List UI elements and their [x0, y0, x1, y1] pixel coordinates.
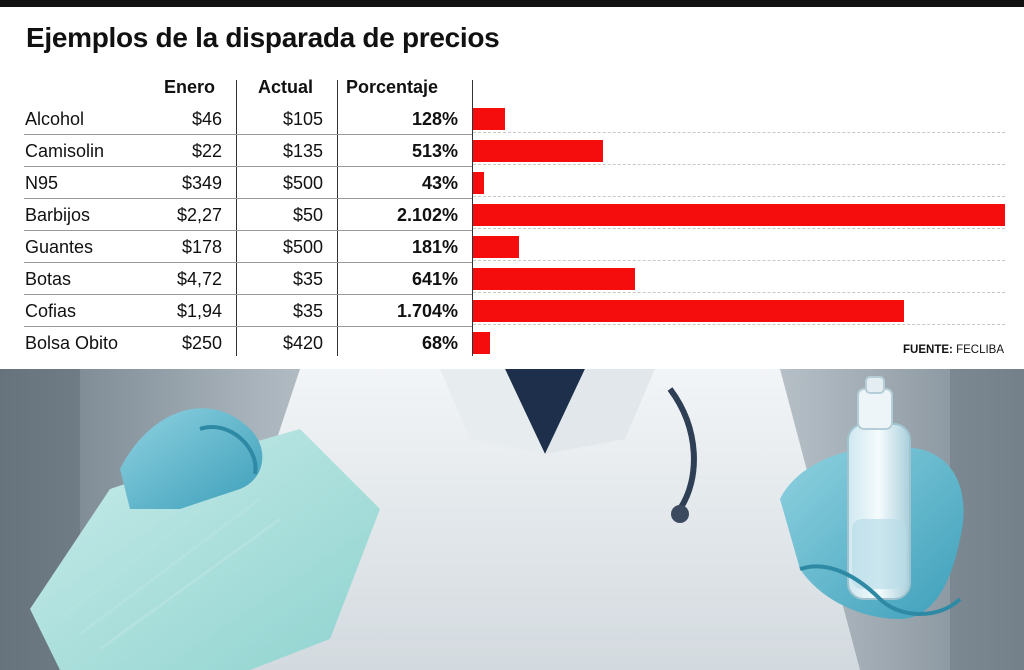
row-enero-price: $178: [181, 237, 222, 257]
row-gridline: [473, 228, 1005, 229]
row-actual-price: $500: [282, 173, 323, 193]
column-header-porcentaje: Porcentaje: [346, 77, 439, 97]
chart-title: Ejemplos de la disparada de precios: [26, 22, 500, 53]
row-gridline: [473, 292, 1005, 293]
row-percentage: 43%: [421, 173, 458, 193]
row-enero-price: $1,94: [176, 301, 222, 321]
row-actual-price: $420: [282, 333, 323, 353]
column-header-actual: Actual: [258, 77, 314, 97]
left-gloved-hand-icon: [120, 408, 263, 509]
bar-axis-line: [472, 80, 473, 356]
row-percentage: 1.704%: [396, 301, 458, 321]
row-divider: [24, 198, 472, 199]
source-note: FUENTE: FECLIBA: [903, 344, 1004, 356]
row-percentage: 68%: [421, 333, 458, 353]
row-name: N95: [25, 173, 59, 193]
column-divider: [337, 80, 338, 356]
scrubs-collar: [505, 369, 585, 454]
row-enero-price: $2,27: [176, 205, 222, 225]
source-value: FECLIBA: [956, 344, 1004, 356]
row-divider: [24, 262, 472, 263]
row-actual-price: $500: [282, 237, 323, 257]
bar-alcohol: [473, 108, 505, 130]
column-divider: [236, 80, 237, 356]
row-name: Botas: [25, 269, 72, 289]
row-percentage: 128%: [411, 109, 458, 129]
row-name: Guantes: [25, 237, 94, 257]
row-name: Barbijos: [25, 205, 91, 225]
bar-camisolin: [473, 140, 603, 162]
bar-guantes: [473, 236, 519, 258]
row-gridline: [473, 132, 1005, 133]
row-actual-price: $50: [292, 205, 323, 225]
row-divider: [24, 134, 472, 135]
row-gridline: [473, 164, 1005, 165]
row-enero-price: $4,72: [176, 269, 222, 289]
row-percentage: 2.102%: [396, 205, 458, 225]
row-gridline: [473, 260, 1005, 261]
bar-bolsa-obito: [473, 332, 490, 354]
row-divider: [24, 166, 472, 167]
row-name: Camisolin: [25, 141, 105, 161]
source-label: FUENTE:: [903, 344, 953, 356]
surgical-mask-icon: [30, 429, 380, 670]
photo-doctor-with-mask-and-sanitizer: [0, 369, 1024, 670]
row-percentage: 513%: [411, 141, 458, 161]
row-name: Cofias: [25, 301, 77, 321]
bar-botas: [473, 268, 635, 290]
row-actual-price: $35: [292, 301, 323, 321]
bar-n95: [473, 172, 484, 194]
row-enero-price: $22: [191, 141, 222, 161]
bar-cofias: [473, 300, 904, 322]
row-actual-price: $105: [282, 109, 323, 129]
row-enero-price: $250: [181, 333, 222, 353]
row-percentage: 181%: [411, 237, 458, 257]
top-bar: [0, 0, 1024, 7]
photo-illustration: [0, 369, 1024, 670]
column-header-enero: Enero: [164, 77, 216, 97]
row-gridline: [473, 196, 1005, 197]
row-gridline: [473, 324, 1005, 325]
row-divider: [24, 230, 472, 231]
row-name: Alcohol: [25, 109, 85, 129]
row-percentage: 641%: [411, 269, 458, 289]
row-divider: [24, 294, 472, 295]
row-name: Bolsa Obito: [25, 333, 119, 353]
row-actual-price: $135: [282, 141, 323, 161]
row-enero-price: $349: [181, 173, 222, 193]
row-divider: [24, 326, 472, 327]
bar-barbijos: [473, 204, 1005, 226]
row-enero-price: $46: [191, 109, 222, 129]
row-actual-price: $35: [292, 269, 323, 289]
stethoscope-icon: [667, 387, 697, 511]
